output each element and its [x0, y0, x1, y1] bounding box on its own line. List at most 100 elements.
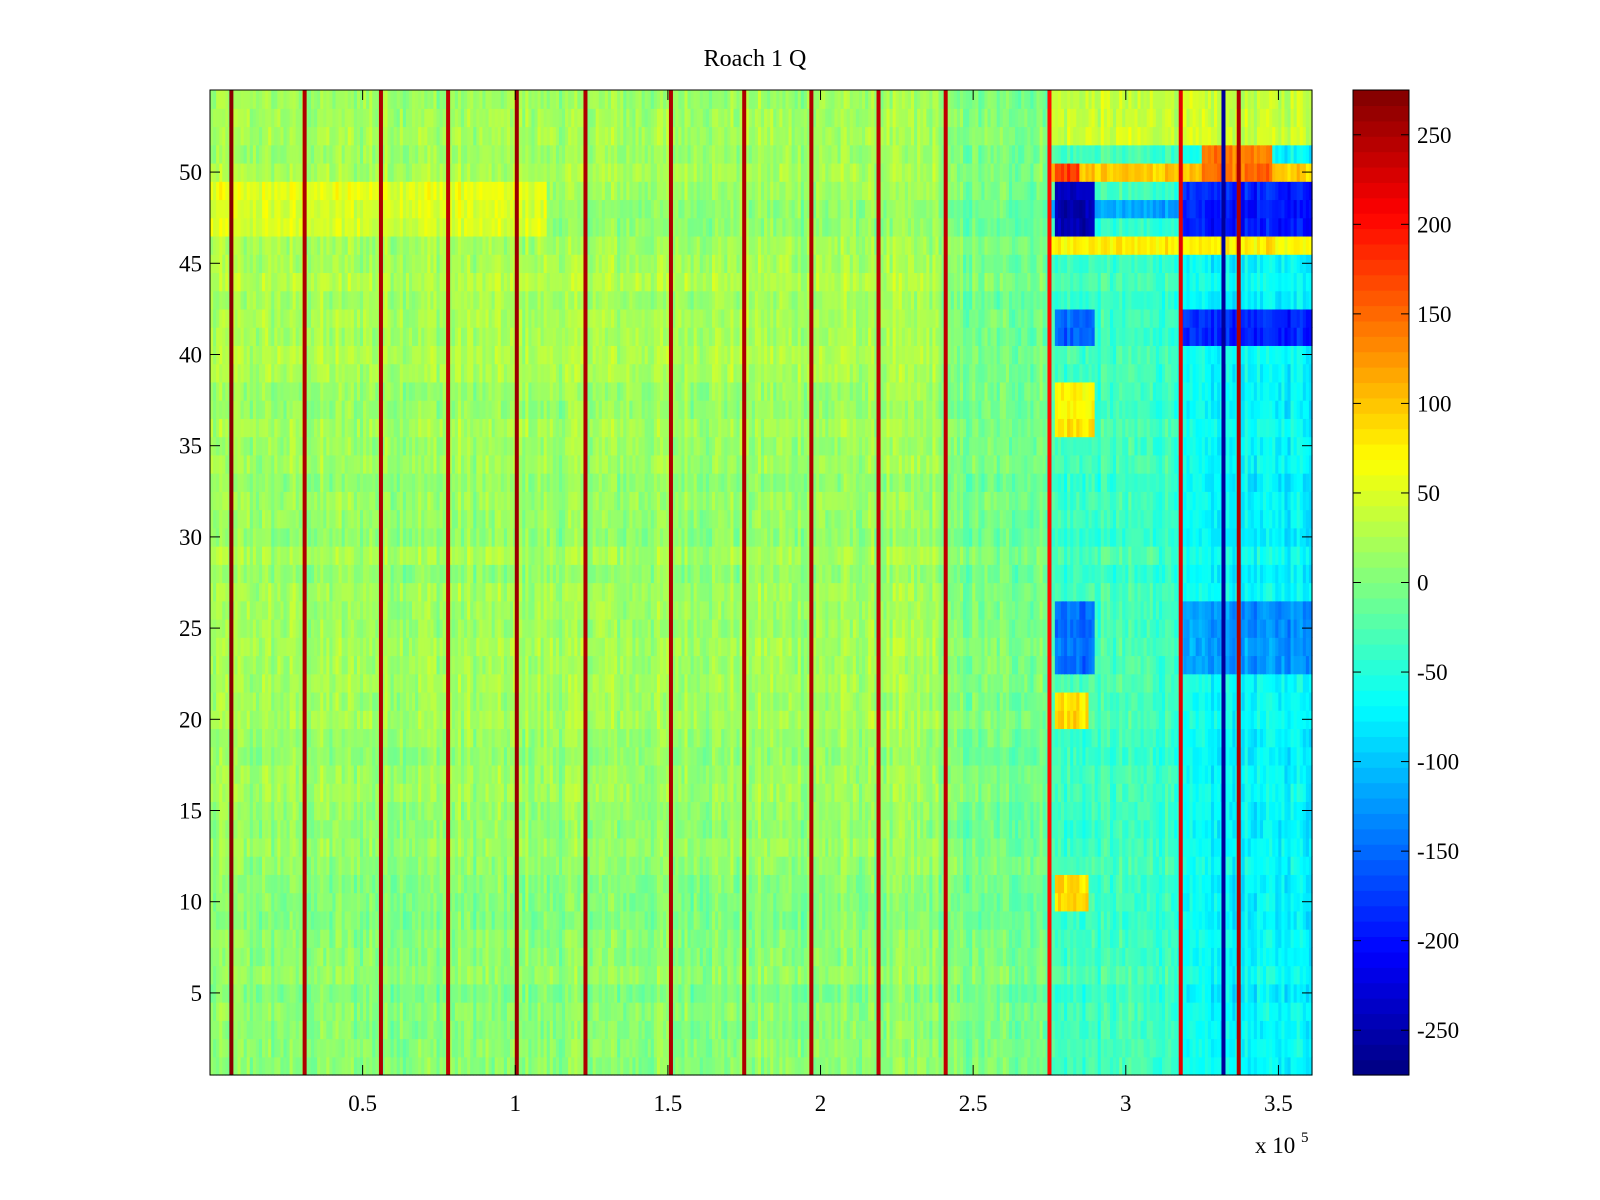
heatmap-cell — [574, 1056, 578, 1076]
heatmap-cell — [730, 929, 735, 948]
heatmap-cell — [626, 1038, 630, 1058]
heatmap-cell — [347, 892, 352, 912]
heatmap-cell — [1030, 947, 1035, 967]
heatmap-cell — [295, 1002, 300, 1021]
heatmap-cell — [638, 947, 643, 967]
heatmap-cell — [696, 1038, 701, 1058]
heatmap-cell — [751, 910, 756, 930]
heatmap-cell — [369, 819, 373, 839]
heatmap-cell — [733, 983, 738, 1003]
heatmap-cell — [390, 947, 395, 967]
heatmap-cell — [715, 819, 719, 839]
heatmap-cell — [647, 874, 652, 894]
heatmap-cell — [246, 856, 251, 875]
heatmap-cell — [304, 837, 309, 857]
heatmap-cell — [1174, 837, 1178, 857]
heatmap-cell — [1067, 929, 1071, 948]
heatmap-cell — [353, 819, 358, 839]
heatmap-cell — [1021, 910, 1025, 930]
heatmap-cell — [436, 910, 441, 930]
heatmap-cell — [488, 929, 493, 948]
heatmap-cell — [963, 929, 967, 948]
heatmap-cell — [1091, 965, 1096, 985]
heatmap-cell — [1122, 929, 1126, 948]
heatmap-cell — [1284, 874, 1289, 894]
heatmap-cell — [565, 837, 569, 857]
heatmap-cell — [886, 837, 891, 857]
heatmap-cell — [1021, 983, 1025, 1003]
heatmap-cell — [1085, 892, 1090, 912]
heatmap-cell — [1073, 1056, 1077, 1076]
heatmap-cell — [623, 819, 627, 839]
heatmap-cell — [546, 965, 551, 985]
heatmap-cell — [329, 910, 334, 930]
heatmap-cell — [757, 965, 762, 985]
heatmap-cell — [1287, 1056, 1292, 1076]
heatmap-cell — [678, 965, 683, 985]
heatmap-cell — [595, 910, 600, 930]
heatmap-cell — [1290, 837, 1295, 857]
heatmap-cell — [862, 874, 866, 894]
heatmap-cell — [393, 856, 398, 875]
heatmap-cell — [363, 983, 367, 1003]
heatmap-cell — [1165, 929, 1169, 948]
heatmap-cell — [996, 1056, 1001, 1076]
heatmap-cell — [1204, 837, 1209, 857]
heatmap-cell — [552, 856, 557, 875]
heatmap-cell — [558, 947, 563, 967]
heatmap-cell — [464, 837, 468, 857]
heatmap-cell — [1060, 1002, 1065, 1021]
heatmap-cell — [574, 983, 578, 1003]
heatmap-cell — [353, 910, 358, 930]
heatmap-cell — [1091, 983, 1096, 1003]
heatmap-cell — [568, 965, 572, 985]
heatmap-cell — [540, 837, 545, 857]
heatmap-cell — [1174, 965, 1178, 985]
heatmap-cell — [408, 1038, 413, 1058]
heatmap-cell — [675, 929, 679, 948]
heatmap-cell — [690, 947, 695, 967]
heatmap-cell — [405, 1020, 410, 1040]
heatmap-cell — [1082, 1020, 1087, 1040]
heatmap-cell — [1250, 837, 1255, 857]
heatmap-cell — [509, 965, 514, 985]
heatmap-cell — [803, 1056, 808, 1076]
heatmap-cell — [1097, 965, 1102, 985]
heatmap-cell — [540, 819, 545, 839]
heatmap-cell — [592, 837, 597, 857]
heatmap-cell — [705, 856, 710, 875]
heatmap-cell — [1174, 874, 1178, 894]
heatmap-cell — [1214, 856, 1218, 875]
heatmap-cell — [1149, 874, 1154, 894]
heatmap-cell — [724, 1038, 728, 1058]
heatmap-cell — [666, 983, 670, 1003]
heatmap-cell — [604, 1002, 609, 1021]
heatmap-cell — [240, 874, 245, 894]
heatmap-cell — [947, 910, 952, 930]
heatmap-cell — [914, 947, 918, 967]
heatmap-cell — [213, 874, 217, 894]
heatmap-cell — [332, 929, 337, 948]
heatmap-cell — [996, 874, 1001, 894]
heatmap-cell — [577, 1002, 581, 1021]
heatmap-cell — [283, 874, 288, 894]
heatmap-cell — [721, 929, 725, 948]
heatmap-cell — [255, 1038, 260, 1058]
heatmap-cell — [1076, 874, 1080, 894]
heatmap-cell — [797, 929, 802, 948]
heatmap-cell — [1263, 983, 1267, 1003]
heatmap-cell — [935, 1002, 940, 1021]
heatmap-cell — [666, 892, 670, 912]
heatmap-cell — [1088, 910, 1093, 930]
heatmap-cell — [323, 1056, 327, 1076]
heatmap-cell — [687, 856, 692, 875]
heatmap-cell — [656, 910, 661, 930]
heatmap-cell — [923, 929, 927, 948]
heatmap-cell — [914, 929, 918, 948]
heatmap-cell — [895, 819, 900, 839]
heatmap-cell — [733, 1056, 738, 1076]
heatmap-cell — [1085, 910, 1090, 930]
heatmap-cell — [1174, 983, 1178, 1003]
heatmap-cell — [237, 1020, 242, 1040]
